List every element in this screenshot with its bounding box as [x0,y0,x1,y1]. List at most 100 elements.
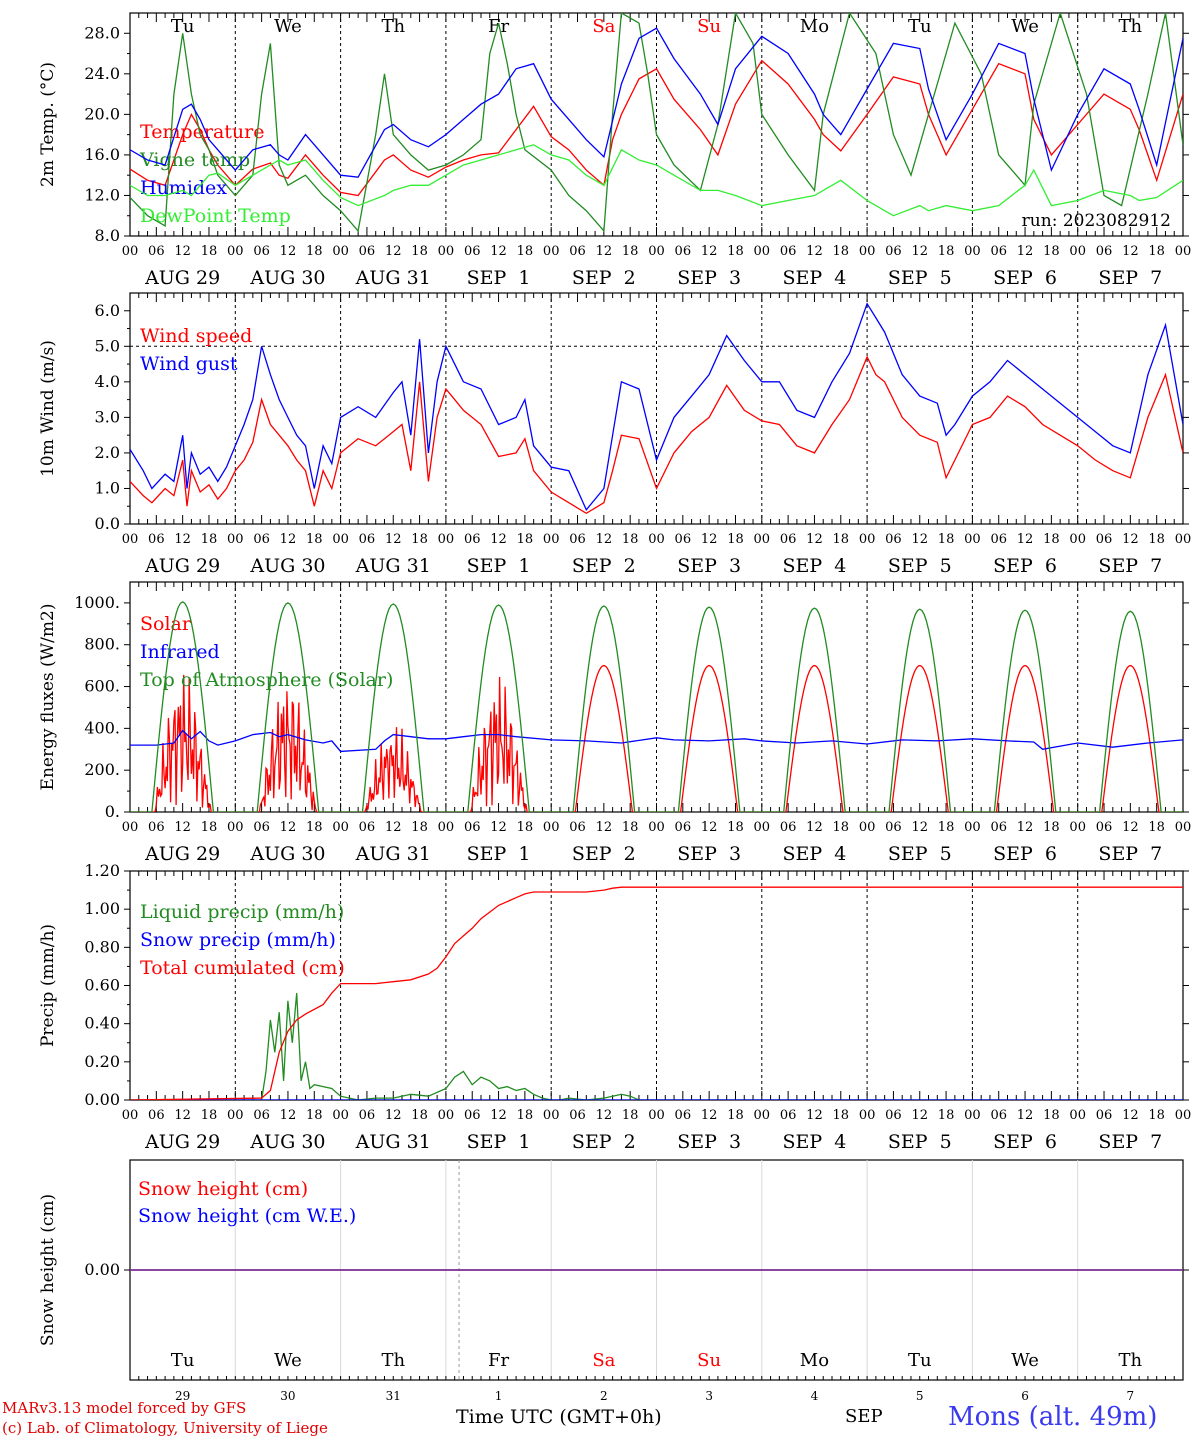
x-hour-label: 18 [833,244,850,259]
x-hour-label: 00 [122,244,139,259]
weekday-label: Th [381,1350,405,1371]
series-line-humidex [130,27,1183,178]
weekday-label: Su [697,1350,721,1371]
x-date-label: AUG 31 [355,267,431,289]
x-hour-label: 12 [806,1108,823,1123]
x-hour-label: 18 [306,1108,323,1123]
x-hour-label: 00 [964,1108,981,1123]
y-tick-label: 0.20 [84,1052,120,1071]
x-date-label: SEP 7 [1098,1131,1162,1153]
x-hour-label: 18 [411,532,428,547]
day-number-label: 29 [175,1389,190,1403]
x-date-label: AUG 29 [144,267,220,289]
x-hour-label: 12 [490,244,507,259]
x-hour-label: 12 [701,532,718,547]
day-number-label: 6 [1021,1389,1029,1403]
x-hour-label: 12 [596,1108,613,1123]
legend-entry: Wind gust [140,353,238,375]
x-hour-label: 06 [780,820,797,835]
y-tick-label: 200. [84,760,120,779]
weekday-label: Tu [171,16,195,37]
weekday-label: Fr [488,1350,509,1371]
x-hour-label: 06 [780,532,797,547]
y-tick-label: 0.0 [95,514,120,533]
x-hour-label: 00 [543,820,560,835]
x-hour-label: 06 [990,532,1007,547]
y-axis-label: Snow height (cm) [38,1194,58,1346]
y-tick-label: 5.0 [95,336,120,355]
x-hour-label: 12 [911,1108,928,1123]
y-tick-label: 600. [84,677,120,696]
x-hour-label: 06 [253,532,270,547]
x-hour-label: 12 [701,820,718,835]
x-hour-label: 12 [385,1108,402,1123]
x-hour-label: 12 [1017,532,1034,547]
x-date-label: AUG 30 [249,1131,325,1153]
x-hour-label: 06 [569,532,586,547]
x-hour-label: 06 [359,244,376,259]
x-hour-label: 00 [227,244,244,259]
x-hour-label: 00 [754,820,771,835]
x-hour-label: 12 [174,244,191,259]
day-number-label: 30 [280,1389,295,1403]
y-tick-label: 28.0 [84,23,120,42]
x-hour-label: 12 [596,820,613,835]
x-date-label: SEP 2 [572,555,636,577]
x-hour-label: 00 [648,820,665,835]
x-date-label: SEP 2 [572,267,636,289]
y-tick-label: 400. [84,718,120,737]
x-hour-label: 06 [1096,1108,1113,1123]
x-hour-label: 06 [1096,244,1113,259]
x-hour-label: 18 [201,532,218,547]
series-line-dewpoint-temp [130,144,1183,217]
x-hour-label: 06 [569,244,586,259]
x-hour-label: 06 [253,1108,270,1123]
x-hour-label: 12 [806,532,823,547]
x-date-label: AUG 31 [355,1131,431,1153]
x-hour-label: 18 [727,244,744,259]
series-line-top-of-atmosphere-solar- [130,601,1183,812]
series-line-solar [130,664,1183,812]
x-hour-label: 12 [1017,244,1034,259]
x-hour-label: 06 [780,1108,797,1123]
series-line-wind-speed [130,355,1183,515]
x-hour-label: 12 [911,820,928,835]
x-hour-label: 00 [754,532,771,547]
y-tick-label: 1.20 [84,861,120,880]
x-date-label: SEP 1 [467,267,531,289]
x-hour-label: 00 [332,820,349,835]
x-hour-label: 00 [227,820,244,835]
plot-frame-temp [129,12,1184,237]
x-date-label: SEP 3 [677,555,741,577]
x-hour-label: 00 [859,244,876,259]
x-hour-label: 12 [1122,1108,1139,1123]
x-hour-label: 12 [1017,1108,1034,1123]
x-hour-label: 00 [964,820,981,835]
y-tick-label: 0.00 [84,1090,120,1109]
x-date-label: AUG 30 [249,555,325,577]
x-date-label: SEP 7 [1098,843,1162,865]
legend-entry: Wind speed [140,325,252,347]
x-hour-label: 06 [464,532,481,547]
x-hour-label: 00 [648,244,665,259]
y-tick-label: 0.80 [84,937,120,956]
credit-line-lab: (c) Lab. of Climatology, University of L… [2,1419,328,1437]
x-hour-label: 18 [517,532,534,547]
day-number-label: 1 [495,1389,503,1403]
y-tick-label: 3.0 [95,407,120,426]
x-hour-label: 12 [701,1108,718,1123]
y-axis-label: 10m Wind (m/s) [38,340,58,477]
x-date-label: SEP 7 [1098,267,1162,289]
x-hour-label: 06 [569,820,586,835]
x-hour-label: 00 [859,820,876,835]
y-tick-label: 20.0 [84,104,120,123]
x-hour-label: 18 [622,1108,639,1123]
x-date-label: AUG 31 [355,843,431,865]
x-hour-label: 00 [1175,820,1192,835]
x-hour-label: 12 [490,532,507,547]
weekday-label: Th [1119,16,1143,37]
y-tick-label: 0.40 [84,1014,120,1033]
run-label: run: 2023082912 [1022,211,1171,231]
x-hour-label: 00 [964,244,981,259]
x-hour-label: 06 [464,244,481,259]
